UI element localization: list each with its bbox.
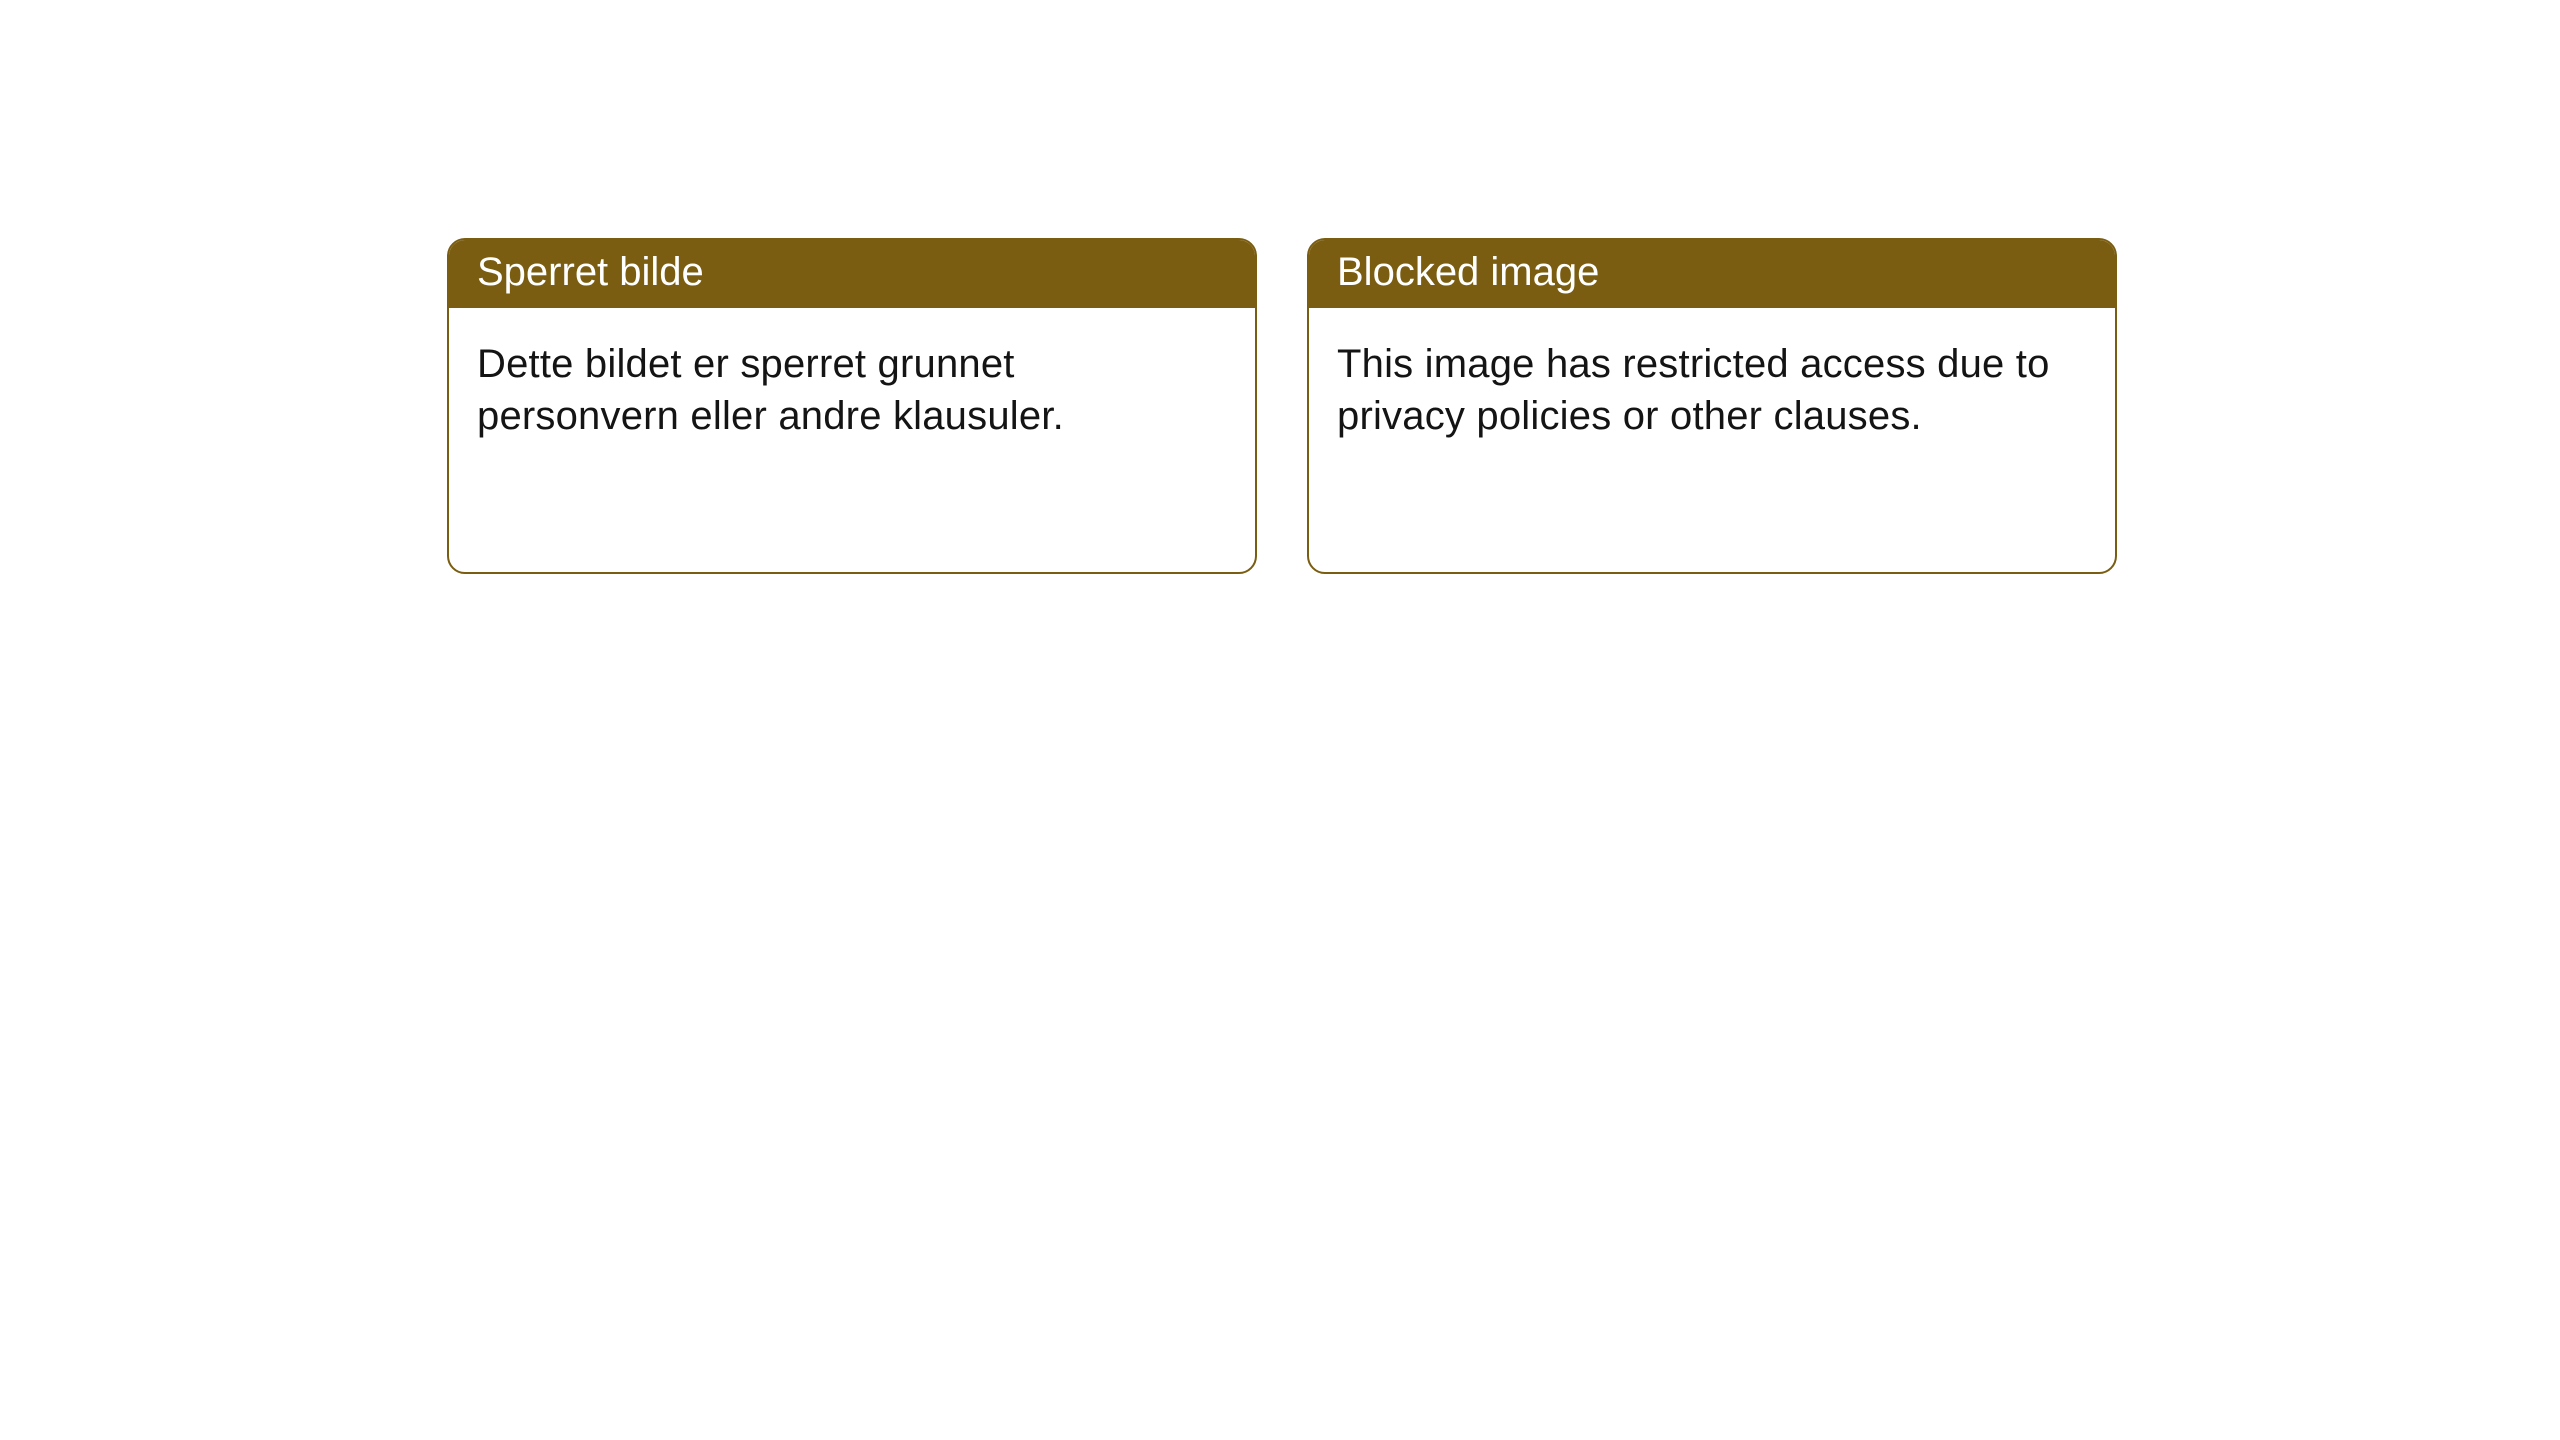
blocked-image-card-en: Blocked image This image has restricted … [1307,238,2117,574]
card-container: Sperret bilde Dette bildet er sperret gr… [447,238,2117,574]
card-body-en: This image has restricted access due to … [1309,308,2115,472]
card-header-no: Sperret bilde [449,240,1255,308]
blocked-image-card-no: Sperret bilde Dette bildet er sperret gr… [447,238,1257,574]
card-body-no: Dette bildet er sperret grunnet personve… [449,308,1255,472]
card-header-en: Blocked image [1309,240,2115,308]
